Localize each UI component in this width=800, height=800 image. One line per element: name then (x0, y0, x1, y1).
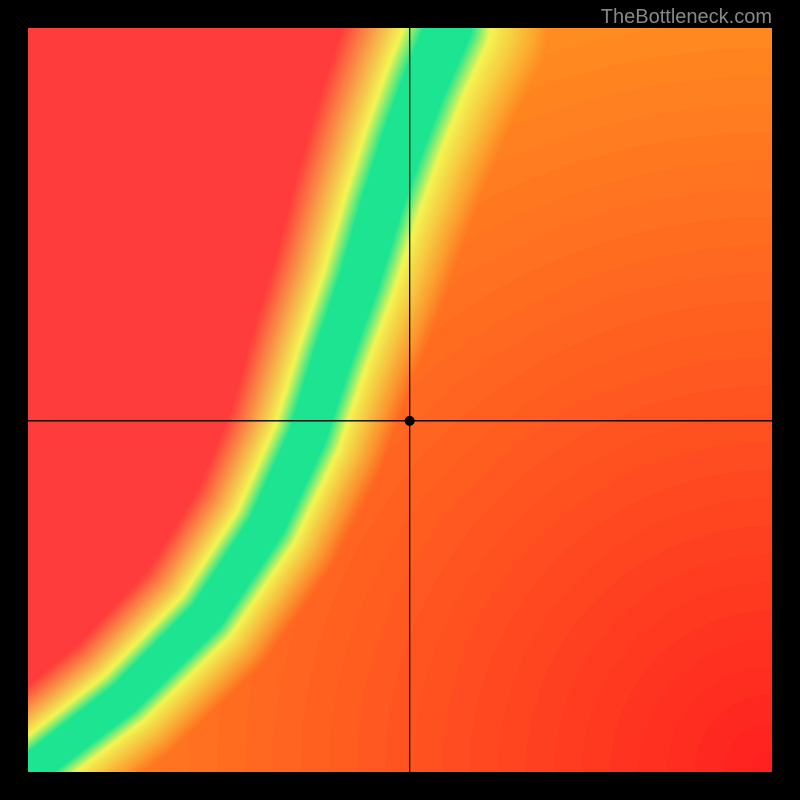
heatmap-canvas (28, 28, 772, 772)
watermark-text: TheBottleneck.com (601, 6, 772, 29)
plot-area (28, 28, 772, 772)
